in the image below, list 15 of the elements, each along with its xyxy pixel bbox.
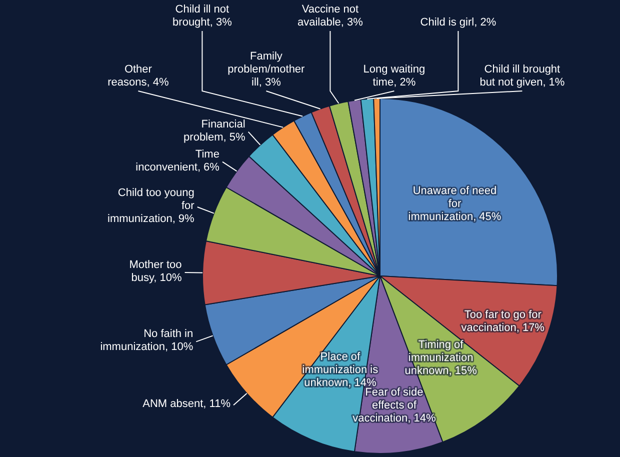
slice-label: No faith in immunization, 10%	[100, 328, 194, 354]
slice-label: Other reasons, 4%	[108, 64, 169, 89]
slice-label: Financial problem, 5%	[184, 118, 246, 144]
slice-label: ANM absent, 11%	[142, 398, 231, 410]
slice-label: Long waiting time, 2%	[363, 64, 426, 89]
slice-label: Vaccine not available, 3%	[297, 4, 364, 29]
slice-label: Time inconvenient, 6%	[136, 148, 220, 174]
slice-label: Child ill not brought, 3%	[172, 4, 232, 29]
slice-label: Child is girl, 2%	[420, 16, 496, 29]
slice-label: Too far to go for vaccination, 17%	[461, 308, 545, 334]
slice-label: Unaware of need for immunization, 45%	[408, 185, 502, 224]
slice-label: Family problem/mother ill, 3%	[228, 50, 306, 89]
slice-label: Mother too busy, 10%	[129, 259, 182, 284]
slice-label: Child too young for immunization, 9%	[108, 187, 195, 226]
slice-label: Child ill brought but not given, 1%	[480, 64, 565, 89]
